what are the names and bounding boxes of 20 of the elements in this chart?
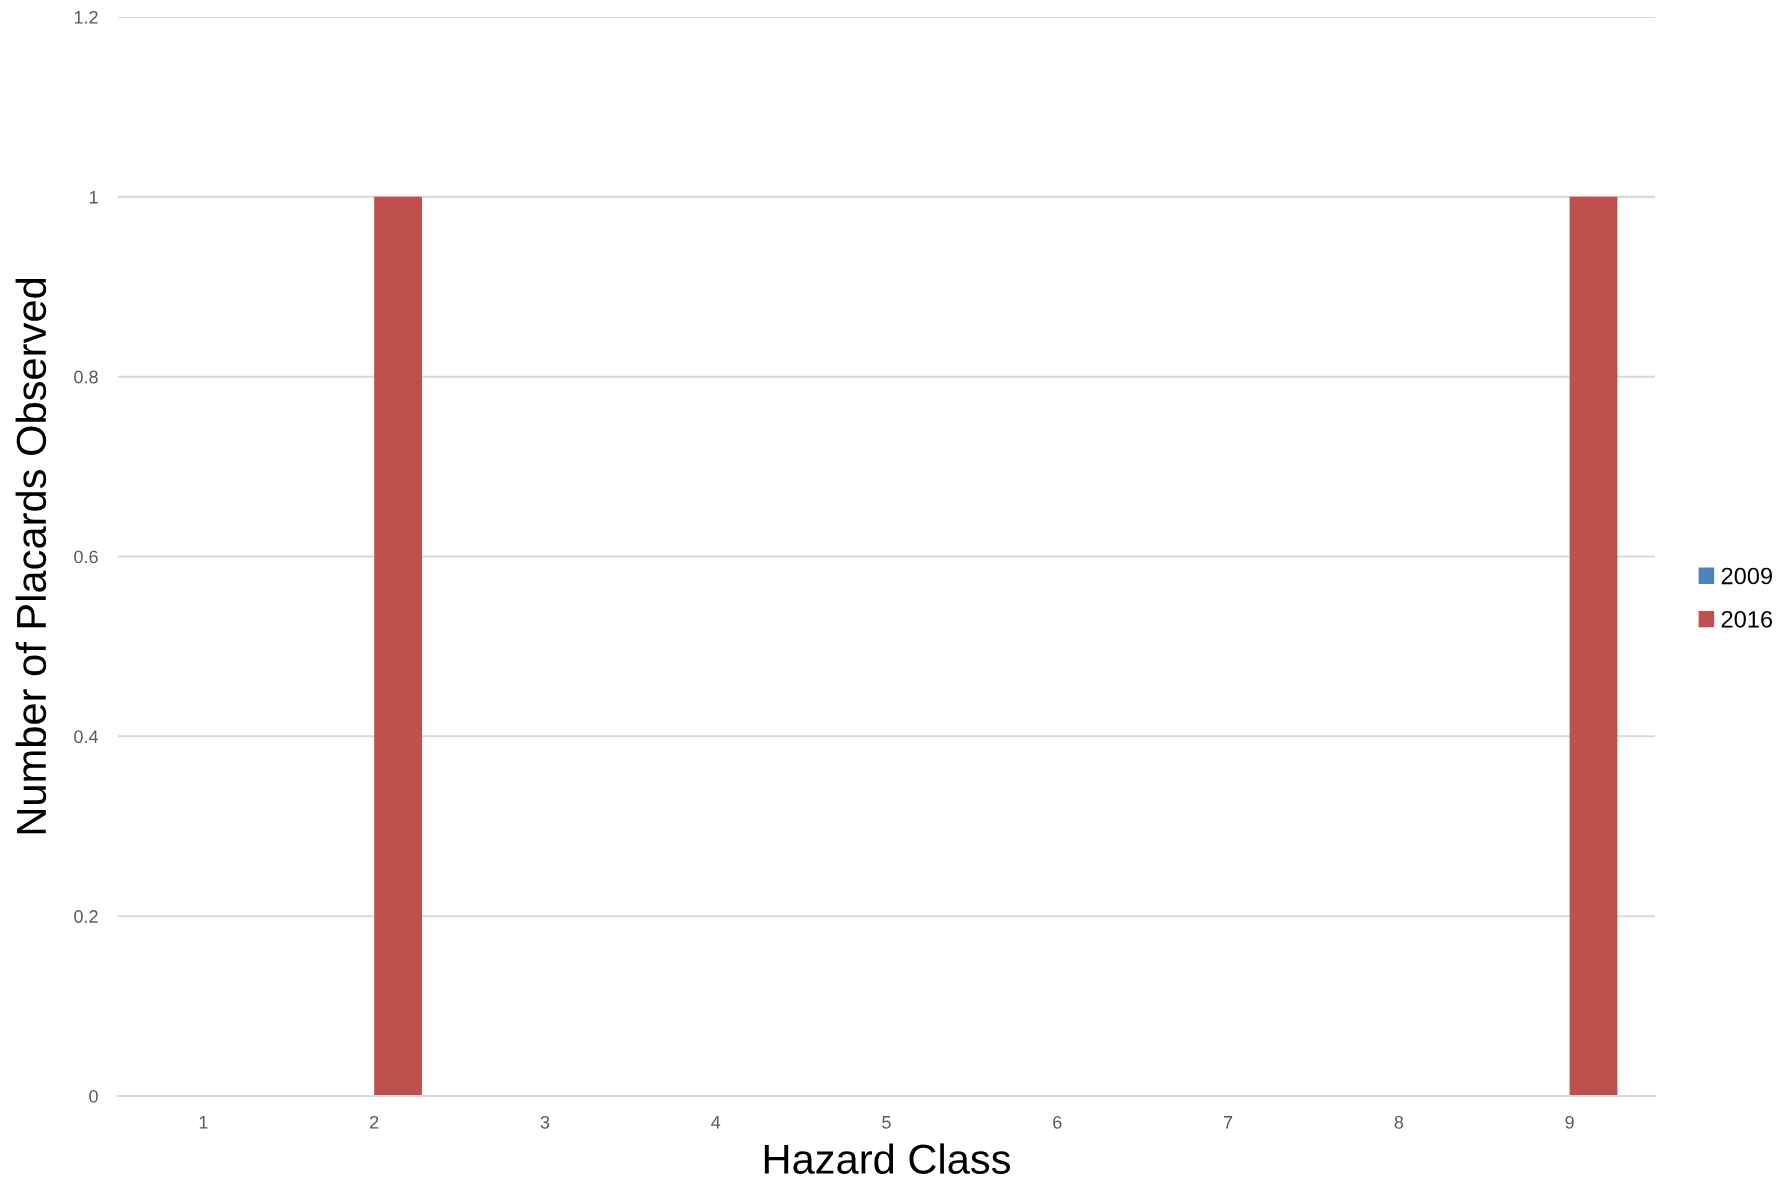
y-tick-label: 0.4 <box>74 730 99 744</box>
x-tick-label: 2 <box>370 1115 379 1129</box>
y-axis-title: Number of Placards Observed <box>15 278 47 834</box>
x-tick-label: 7 <box>1223 1116 1233 1129</box>
x-tick-label: 4 <box>711 1116 721 1129</box>
y-tick-label: 0.6 <box>74 550 98 564</box>
x-tick-label: 9 <box>1565 1115 1574 1129</box>
x-tick-label: 8 <box>1394 1115 1404 1129</box>
y-tick-label: 1.2 <box>74 10 98 24</box>
x-tick-label: 5 <box>882 1116 891 1129</box>
y-tick-label: 0.8 <box>74 370 98 384</box>
legend-label: 2009 <box>1721 567 1772 585</box>
y-tick-label: 0 <box>89 1089 98 1103</box>
y-tick-label: 0.2 <box>74 910 98 923</box>
legend-label: 2016 <box>1721 610 1773 628</box>
y-tick-label: 1 <box>89 190 98 204</box>
x-tick-label: 3 <box>540 1115 550 1129</box>
x-axis-title: Hazard Class <box>764 1143 1011 1174</box>
x-tick-label: 1 <box>199 1116 208 1129</box>
x-tick-label: 6 <box>1053 1115 1062 1129</box>
